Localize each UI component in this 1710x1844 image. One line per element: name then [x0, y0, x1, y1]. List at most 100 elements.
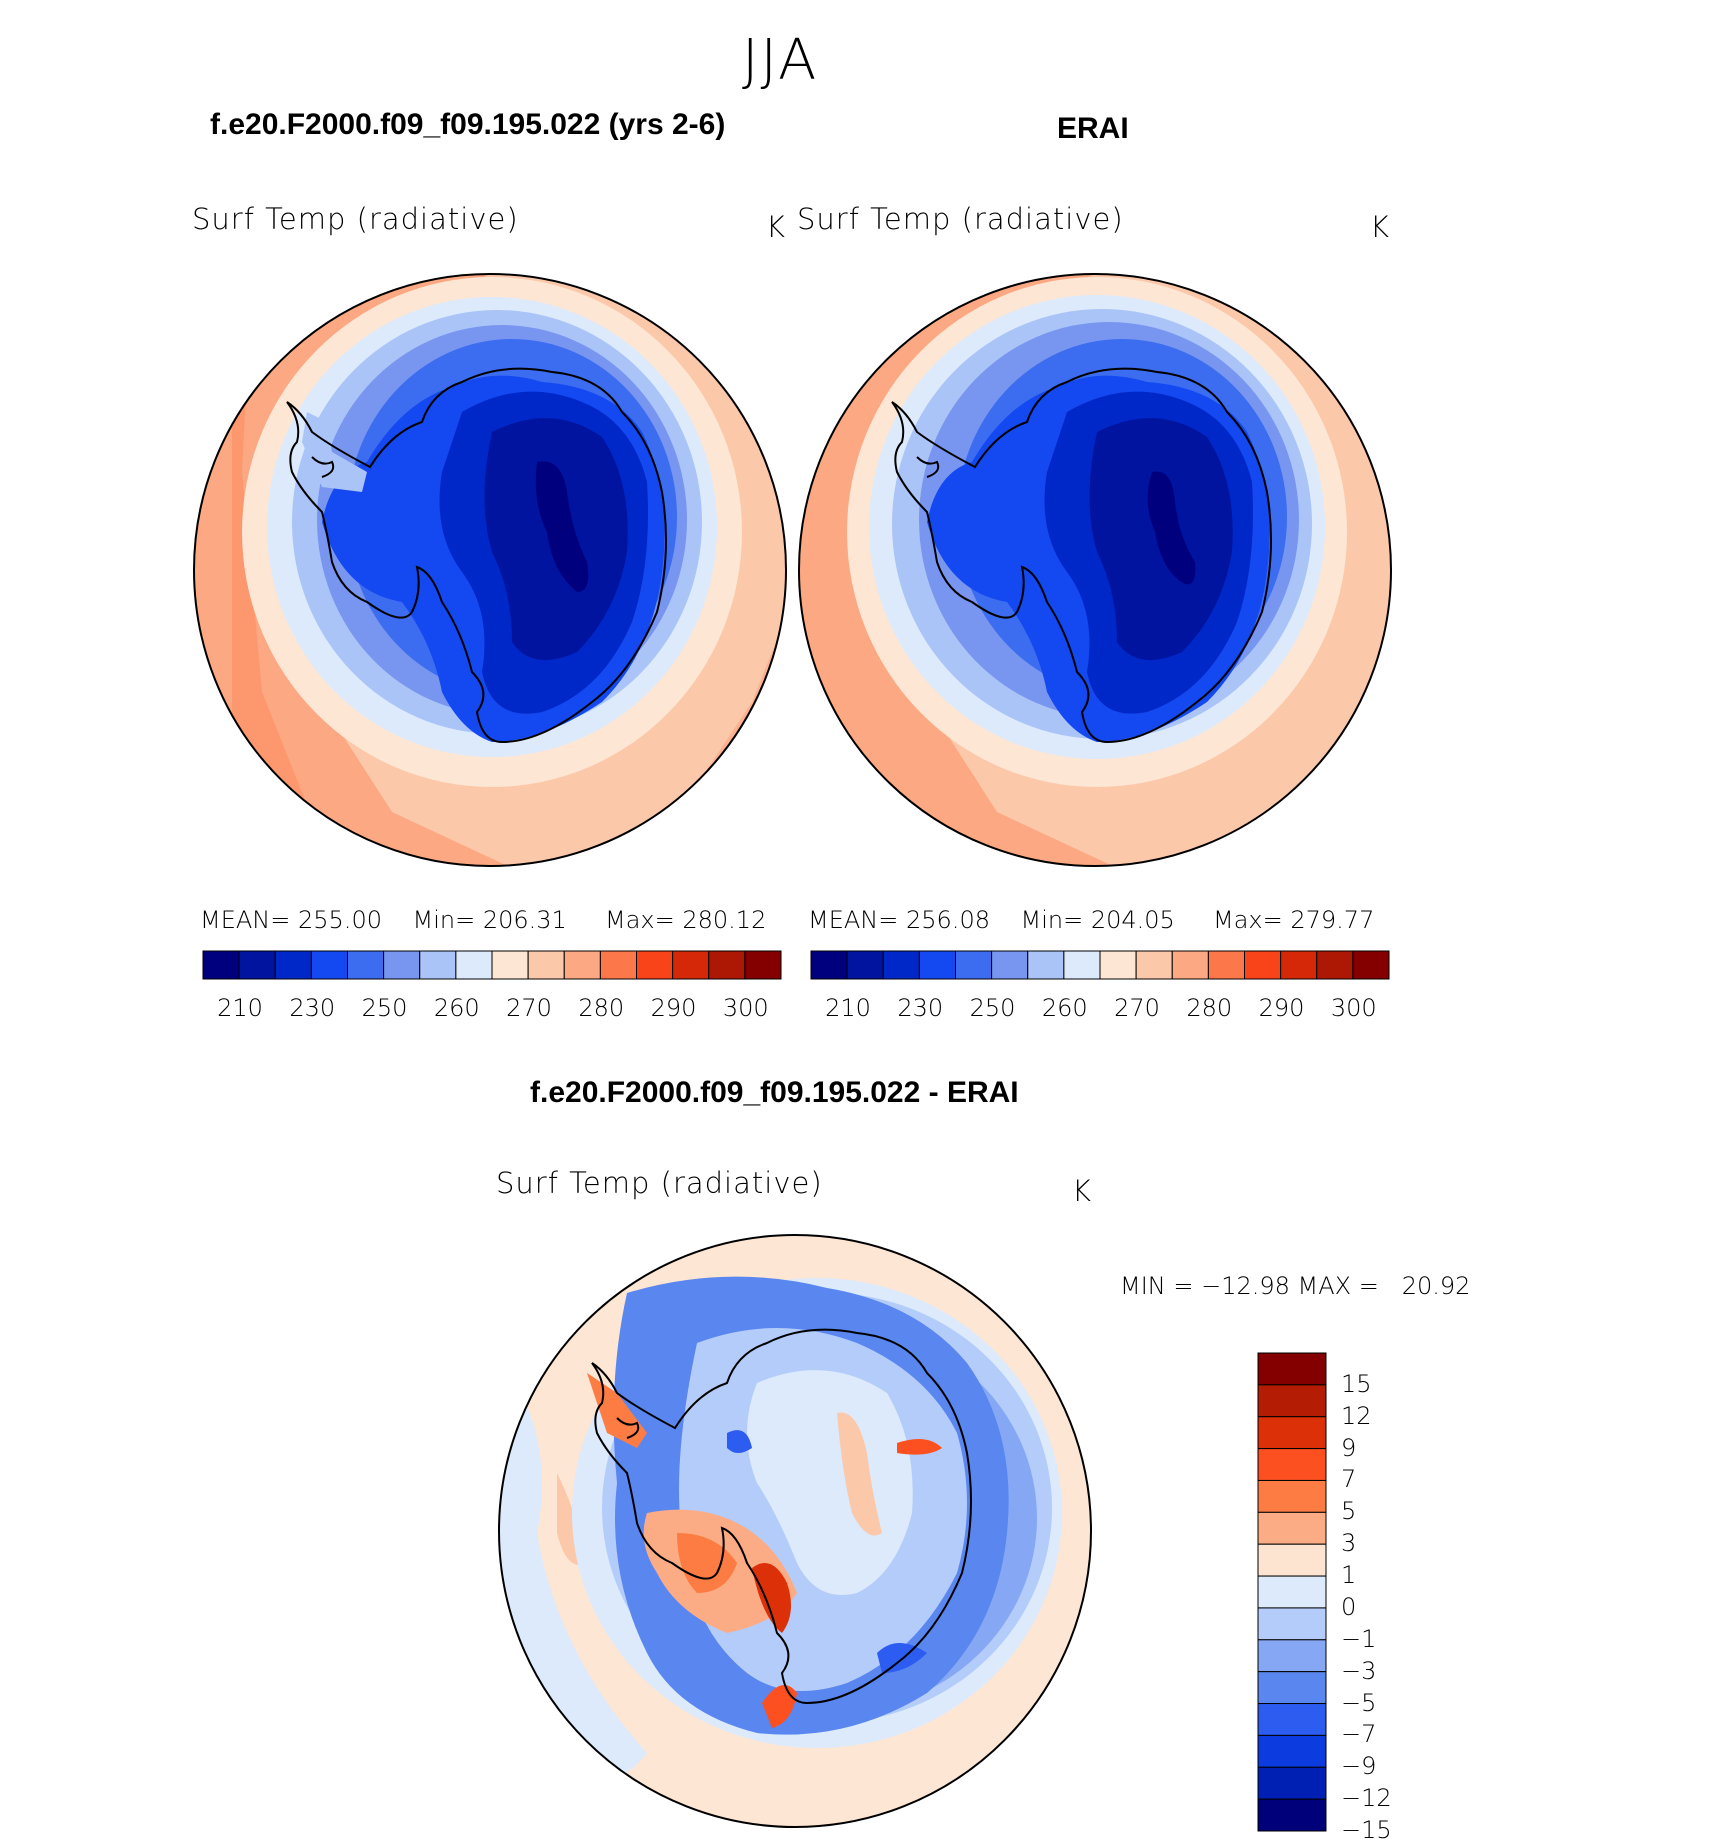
colorbar-swatch: [918, 950, 956, 980]
colorbar-swatch: [1257, 1384, 1327, 1418]
colorbar-swatch: [1244, 950, 1282, 980]
colorbar-swatch: [1171, 950, 1209, 980]
colorbar-swatch: [1257, 1639, 1327, 1673]
colorbar-swatch: [1257, 1479, 1327, 1513]
colorbar-swatch: [1063, 950, 1101, 980]
colorbar-swatch: [1099, 950, 1137, 980]
colorbar-swatch: [846, 950, 884, 980]
colorbar-tick-label: −1: [1341, 1624, 1377, 1653]
colorbar-tick-label: 280: [578, 994, 625, 1022]
colorbar-tick-label: 270: [1114, 994, 1160, 1022]
colorbar-tick-label: −7: [1341, 1720, 1377, 1749]
colorbar-tick-label: 15: [1341, 1369, 1372, 1398]
colorbar-swatch: [1257, 1703, 1327, 1736]
colorbar-swatch: [991, 950, 1029, 980]
colorbar-swatch: [708, 950, 746, 980]
colorbar-tick-label: 250: [361, 994, 408, 1022]
colorbar-tick-label: 12: [1341, 1401, 1372, 1430]
colorbar-tick-label: 290: [650, 994, 697, 1022]
colorbar-swatch: [563, 950, 601, 980]
colorbar-tick-label: 250: [969, 994, 1016, 1022]
colorbar-swatch: [1257, 1448, 1327, 1481]
colorbar-swatch: [1257, 1766, 1327, 1800]
min-label: Min=: [412, 906, 476, 934]
panel-right-title: ERAI: [1057, 112, 1129, 145]
colorbar-swatch: [672, 950, 710, 980]
colorbar-swatch: [1135, 950, 1173, 980]
colorbar-tick-label: −3: [1341, 1656, 1377, 1685]
colorbar-tick-label: 290: [1258, 994, 1305, 1022]
colorbar-tick-label: 280: [1186, 994, 1233, 1022]
colorbar-tick-label: −15: [1341, 1816, 1392, 1844]
colorbar-swatch: [955, 950, 993, 980]
colorbar-swatch: [202, 950, 240, 980]
colorbar-left: [202, 950, 782, 980]
map-model: [193, 273, 787, 867]
colorbar-swatch: [491, 950, 529, 980]
colorbar-tick-label: 260: [433, 994, 480, 1022]
colorbar-tick-label: −9: [1341, 1752, 1377, 1781]
min-label: Min=: [1020, 906, 1084, 934]
max-label: Max=: [604, 906, 675, 934]
colorbar-swatch: [419, 950, 457, 980]
colorbar-swatch: [527, 950, 565, 980]
panel-right-units: K: [1370, 210, 1391, 244]
max-value: 279.77: [1290, 906, 1375, 934]
colorbar-swatch: [744, 950, 782, 980]
colorbar-swatch: [1316, 950, 1354, 980]
colorbar-tick-label: 1: [1341, 1561, 1357, 1590]
colorbar-tick-label: −12: [1341, 1784, 1392, 1813]
colorbar-swatch: [636, 950, 674, 980]
colorbar-tick-label: 3: [1341, 1529, 1357, 1558]
colorbar-swatch: [274, 950, 312, 980]
min-value: 204.05: [1090, 906, 1175, 934]
panel-left-variable: Surf Temp (radiative): [192, 202, 519, 236]
season-title: JJA: [742, 28, 819, 93]
colorbar-swatch: [1257, 1607, 1327, 1641]
colorbar-tick-label: 7: [1341, 1465, 1357, 1494]
colorbar-swatch: [882, 950, 920, 980]
colorbar-tick-label: 0: [1341, 1592, 1357, 1621]
colorbar-tick-label: 230: [897, 994, 944, 1022]
panel-left-title: f.e20.F2000.f09_f09.195.022 (yrs 2-6): [210, 108, 726, 141]
colorbar-swatch: [1257, 1798, 1327, 1832]
panel-right-stats: MEAN= 256.08 Min= 204.05 Max= 279.77: [808, 906, 1374, 934]
mean-value: 256.08: [906, 906, 990, 934]
colorbar-swatch: [347, 950, 385, 980]
max-label: Max=: [1212, 906, 1283, 934]
colorbar-swatch: [810, 950, 848, 980]
colorbar-swatch: [1257, 1511, 1327, 1545]
colorbar-tick-label: −5: [1341, 1688, 1377, 1717]
colorbar-swatch: [1257, 1416, 1327, 1450]
map-erai: [798, 273, 1392, 867]
map-difference: [498, 1234, 1092, 1828]
mean-label: MEAN=: [200, 906, 291, 934]
panel-left-units: K: [766, 210, 787, 244]
colorbar-swatch: [1352, 950, 1390, 980]
mean-value: 255.00: [298, 906, 382, 934]
colorbar-swatch: [1257, 1543, 1327, 1577]
colorbar-tick-label: 210: [217, 994, 263, 1022]
colorbar-tick-label: 300: [722, 994, 769, 1022]
colorbar-swatch: [238, 950, 276, 980]
colorbar-swatch: [1257, 1352, 1327, 1386]
colorbar-swatch: [1280, 950, 1318, 980]
colorbar-swatch: [383, 950, 421, 980]
colorbar-swatch: [1207, 950, 1245, 980]
colorbar-tick-label: 260: [1041, 994, 1088, 1022]
colorbar-tick-label: 9: [1341, 1433, 1357, 1462]
colorbar-swatch: [1027, 950, 1065, 980]
colorbar-right: [810, 950, 1390, 980]
colorbar-difference: [1257, 1352, 1327, 1832]
difference-units: K: [1072, 1174, 1093, 1208]
colorbar-tick-label: 300: [1330, 994, 1377, 1022]
colorbar-swatch: [599, 950, 637, 980]
colorbar-swatch: [1257, 1734, 1327, 1768]
colorbar-tick-label: 210: [825, 994, 871, 1022]
colorbar-swatch: [455, 950, 493, 980]
max-value: 280.12: [682, 906, 767, 934]
colorbar-swatch: [1257, 1575, 1327, 1609]
colorbar-swatch: [310, 950, 348, 980]
mean-label: MEAN=: [808, 906, 899, 934]
difference-title: f.e20.F2000.f09_f09.195.022 - ERAI: [530, 1076, 1019, 1109]
